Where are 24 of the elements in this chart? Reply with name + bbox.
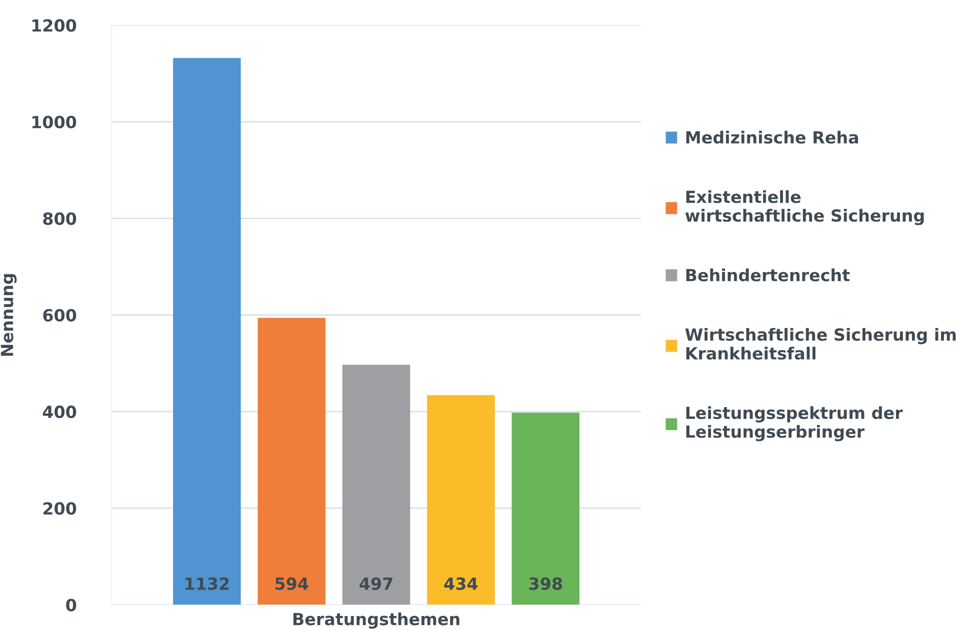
bar xyxy=(258,318,326,605)
bar xyxy=(173,58,241,605)
bar xyxy=(342,364,410,605)
y-tick-label: 600 xyxy=(43,308,76,322)
data-label: 1132 xyxy=(186,577,229,590)
data-label: 434 xyxy=(444,577,478,590)
y-tick-label: 400 xyxy=(42,406,76,418)
legend-label: Medizinische Reha xyxy=(686,130,858,144)
y-tick-label: 1200 xyxy=(32,19,76,32)
bar xyxy=(512,412,580,605)
legend-label: Leistungsspektrum der Leistungserbringer xyxy=(686,406,903,442)
y-tick-label: 0 xyxy=(66,598,76,612)
data-label: 398 xyxy=(529,577,562,590)
y-axis-title: Nennung xyxy=(0,274,17,356)
bar xyxy=(427,395,495,605)
legend-label: Existentielle wirtschaftliche Sicherung xyxy=(685,190,924,226)
data-label: 497 xyxy=(360,577,392,590)
legend-label: Behindertenrecht xyxy=(686,268,850,282)
y-tick-label: 1000 xyxy=(32,116,76,128)
x-axis-title: Beratungsthemen xyxy=(293,612,460,629)
legend-label: Wirtschaftliche Sicherung im Krankheitsfall xyxy=(685,328,956,360)
data-label: 594 xyxy=(275,577,308,590)
y-tick-label: 200 xyxy=(43,502,76,515)
y-tick-label: 800 xyxy=(43,212,76,225)
